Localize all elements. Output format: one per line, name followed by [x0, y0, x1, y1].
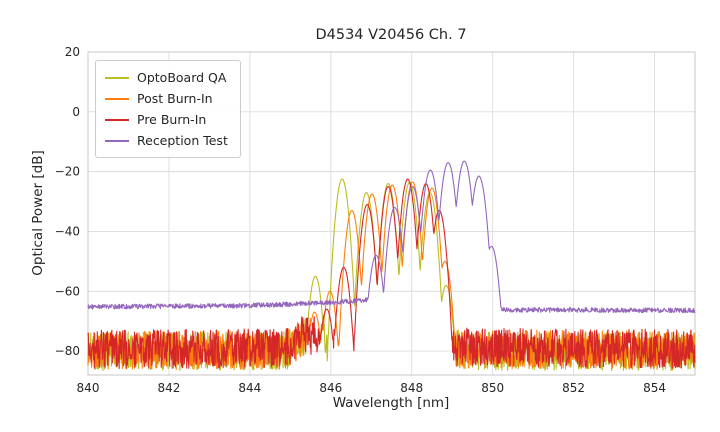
y-axis-label: Optical Power [dB]	[30, 150, 46, 276]
legend-line-swatch	[105, 76, 129, 79]
legend-line-swatch	[105, 118, 129, 121]
y-tick-label: −40	[55, 224, 80, 238]
x-tick-label: 842	[157, 381, 180, 395]
x-tick-label: 852	[562, 381, 585, 395]
chart-title: D4534 V20456 Ch. 7	[315, 27, 467, 43]
y-tick-label: −80	[55, 344, 80, 358]
series-line-pre-burn-in	[87, 178, 696, 370]
legend-item: Reception Test	[105, 130, 228, 151]
x-tick-label: 850	[481, 381, 504, 395]
x-tick-label: 840	[77, 381, 100, 395]
plot-frame	[87, 51, 696, 376]
legend-label: Pre Burn-In	[137, 112, 207, 127]
y-tick-label: 0	[72, 105, 80, 119]
x-tick-label: 844	[238, 381, 261, 395]
legend-item: Post Burn-In	[105, 88, 228, 109]
legend-label: OptoBoard QA	[137, 70, 227, 85]
legend-item: Pre Burn-In	[105, 109, 228, 130]
y-tick-label: 20	[65, 45, 80, 59]
x-tick-label: 854	[643, 381, 666, 395]
x-tick-label: 848	[400, 381, 423, 395]
legend-line-swatch	[105, 139, 129, 142]
legend-label: Reception Test	[137, 133, 228, 148]
legend-label: Post Burn-In	[137, 91, 213, 106]
y-tick-label: −60	[55, 284, 80, 298]
x-tick-label: 846	[319, 381, 342, 395]
x-axis-label: Wavelength [nm]	[332, 395, 450, 411]
legend: OptoBoard QA Post Burn-In Pre Burn-In Recep…	[95, 60, 241, 158]
series-line-reception-test	[87, 160, 696, 314]
legend-line-swatch	[105, 97, 129, 100]
y-tick-label: −20	[55, 165, 80, 179]
legend-item: OptoBoard QA	[105, 67, 228, 88]
